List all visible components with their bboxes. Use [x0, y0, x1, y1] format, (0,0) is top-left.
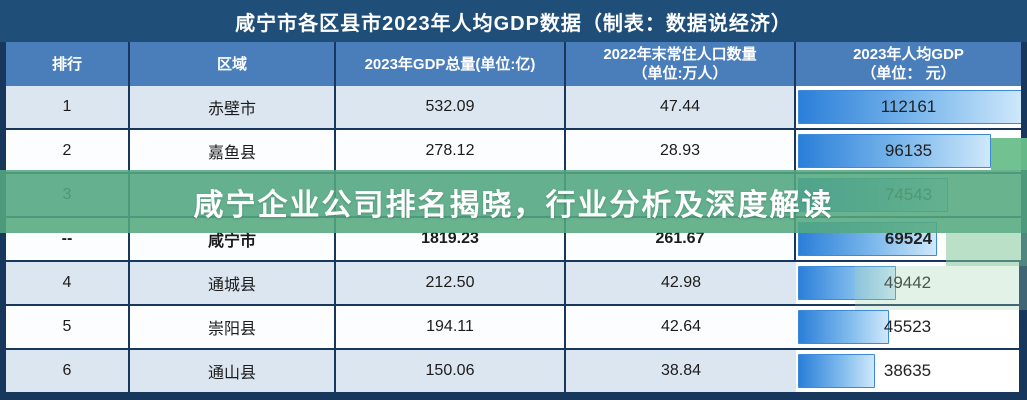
rank-cell: 5: [6, 306, 130, 350]
population-cell: 42.64: [566, 306, 796, 350]
gdp-cell: 532.09: [336, 86, 566, 130]
region-cell: 通城县: [130, 262, 336, 306]
column-header-population: 2022年末常住人口数量 （单位:万人）: [566, 42, 796, 90]
percapita-cell: 96135: [796, 130, 1021, 174]
gdp-cell: 150.06: [336, 350, 566, 394]
percapita-value: 49442: [883, 273, 932, 292]
percapita-value: 38635: [883, 361, 932, 380]
data-bar: [798, 266, 897, 300]
watermark-block-topright: [991, 138, 1027, 170]
watermark-block-lowright: [855, 266, 1027, 310]
region-cell: 赤壁市: [130, 86, 336, 130]
population-cell: 47.44: [566, 86, 796, 130]
population-cell: 28.93: [566, 130, 796, 174]
percapita-value: 96135: [884, 141, 933, 160]
percapita-cell: 38635: [796, 350, 1021, 394]
watermark-banner-text: 咸宁企业公司排名揭晓，行业分析及深度解读: [193, 188, 834, 222]
population-cell: 42.98: [566, 262, 796, 306]
population-cell: 38.84: [566, 350, 796, 394]
region-cell: 崇阳县: [130, 306, 336, 350]
data-bar: [798, 310, 889, 344]
data-bar: [798, 134, 991, 168]
data-bar: [798, 90, 1021, 124]
rank-cell: 1: [6, 86, 130, 130]
data-bar: [798, 354, 875, 388]
percapita-value: 69524: [884, 229, 933, 248]
percapita-cell: 45523: [796, 306, 1021, 350]
column-header-rank: 排行: [6, 42, 130, 90]
column-header-percapita: 2023年人均GDP （单位： 元）: [796, 42, 1021, 90]
percapita-cell: 49442: [796, 262, 1021, 306]
region-cell: 通山县: [130, 350, 336, 394]
watermark-banner: 咸宁企业公司排名揭晓，行业分析及深度解读: [0, 170, 1027, 233]
column-header-region: 区域: [130, 42, 336, 90]
region-cell: 嘉鱼县: [130, 130, 336, 174]
watermark-block-midright: [946, 233, 1027, 266]
table-title: 咸宁市各区县市2023年人均GDP数据（制表：数据说经济）: [0, 0, 1027, 42]
gdp-cell: 194.11: [336, 306, 566, 350]
rank-cell: 6: [6, 350, 130, 394]
rank-cell: 2: [6, 130, 130, 174]
percapita-value: 112161: [880, 97, 937, 116]
percapita-value: 45523: [883, 317, 932, 336]
gdp-cell: 212.50: [336, 262, 566, 306]
rank-cell: 4: [6, 262, 130, 306]
percapita-cell: 112161: [796, 86, 1021, 130]
column-header-gdp: 2023年GDP总量(单位:亿): [336, 42, 566, 90]
gdp-cell: 278.12: [336, 130, 566, 174]
